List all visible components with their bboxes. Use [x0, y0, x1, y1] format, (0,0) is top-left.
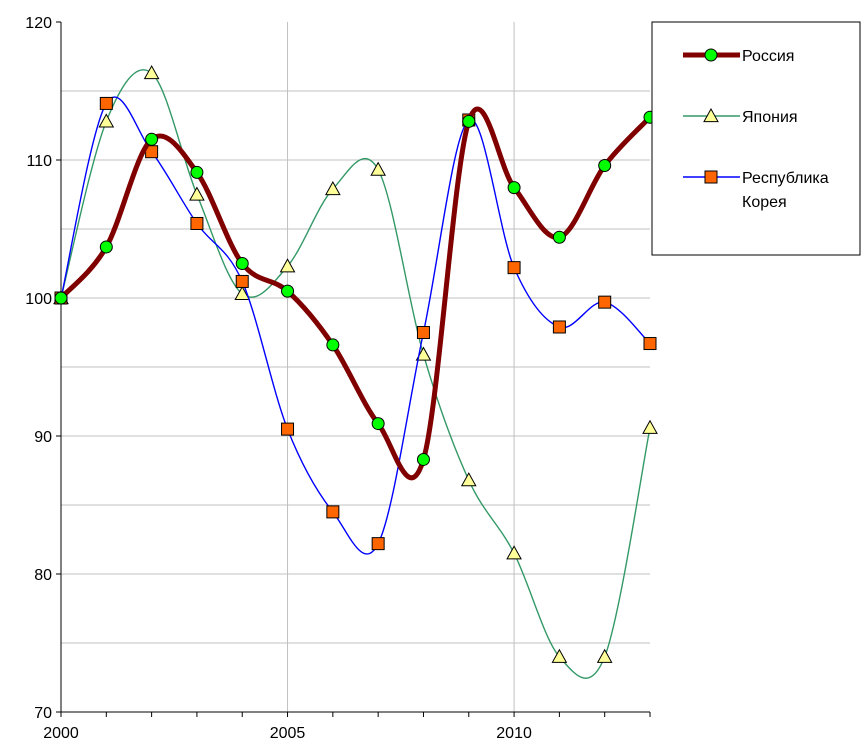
y-tick-label: 90 [34, 429, 52, 446]
data-point [508, 262, 520, 274]
data-point [507, 546, 521, 559]
y-tick-label: 120 [25, 15, 52, 32]
data-point [643, 421, 657, 434]
data-point [417, 453, 429, 465]
data-point [552, 650, 566, 663]
legend-label: Россия [742, 48, 794, 65]
data-point [372, 538, 384, 550]
data-point [191, 217, 203, 229]
data-point [281, 259, 295, 272]
x-tick-label: 2010 [496, 725, 532, 742]
data-point [599, 160, 611, 172]
series-square [55, 97, 656, 554]
series-triangle [54, 66, 657, 678]
data-point [191, 166, 203, 178]
x-tick-label: 2000 [43, 725, 79, 742]
data-point [372, 418, 384, 430]
y-tick-label: 80 [34, 567, 52, 584]
data-point [282, 285, 294, 297]
data-point [100, 97, 112, 109]
x-tick-label: 2005 [270, 725, 306, 742]
y-tick-label: 110 [26, 153, 52, 170]
series-circle [55, 109, 656, 478]
gridlines [61, 22, 650, 712]
y-tick-label: 70 [34, 705, 52, 722]
data-point [508, 182, 520, 194]
data-point [553, 231, 565, 243]
data-point [644, 338, 656, 350]
data-point [599, 296, 611, 308]
data-point [190, 188, 204, 201]
data-point [371, 163, 385, 176]
data-point [282, 423, 294, 435]
data-point [100, 241, 112, 253]
legend-swatch-marker [705, 171, 717, 183]
data-point [462, 473, 476, 486]
legend-label: Япония [742, 109, 798, 126]
data-point [417, 327, 429, 339]
data-point [327, 339, 339, 351]
data-point [55, 292, 67, 304]
legend-swatch-marker [705, 49, 717, 61]
data-point [236, 258, 248, 270]
data-point [598, 650, 612, 663]
series-line [61, 70, 650, 679]
data-point [327, 506, 339, 518]
data-point [145, 66, 159, 79]
series-line [61, 109, 650, 478]
data-point [236, 275, 248, 287]
data-point [463, 115, 475, 127]
data-point [553, 321, 565, 333]
data-point [146, 133, 158, 145]
y-tick-label: 100 [25, 291, 52, 308]
